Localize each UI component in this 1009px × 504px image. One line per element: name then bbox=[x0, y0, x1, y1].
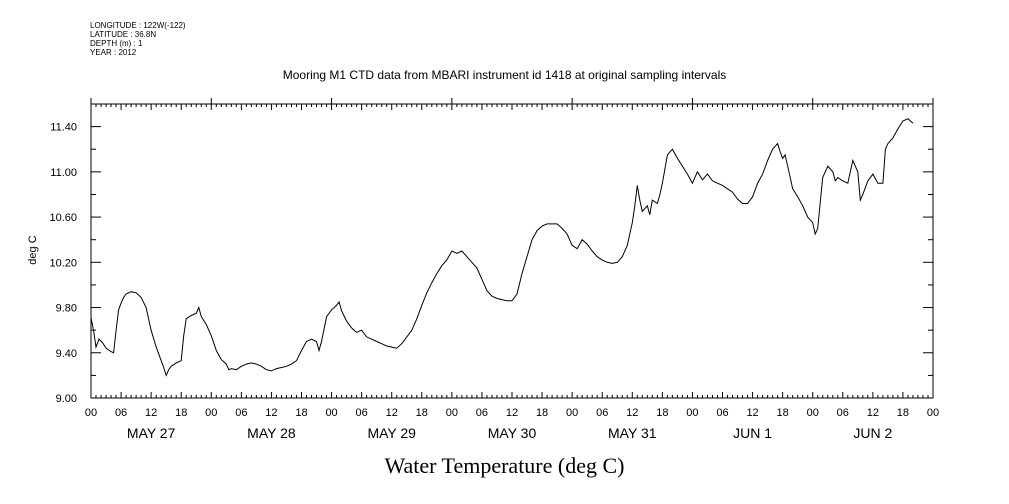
x-hour-tick-label: 00 bbox=[325, 407, 337, 419]
x-day-label: JUN 1 bbox=[733, 425, 772, 441]
y-tick-label: 9.00 bbox=[56, 393, 77, 405]
x-day-label: MAY 28 bbox=[247, 425, 296, 441]
y-tick-label: 9.40 bbox=[56, 348, 77, 360]
x-day-label: MAY 27 bbox=[127, 425, 176, 441]
y-axis-label: deg C bbox=[27, 235, 39, 264]
x-hour-tick-label: 06 bbox=[716, 407, 728, 419]
longitude-label: LONGITUDE : 122W(-122) bbox=[90, 21, 186, 30]
year-label: YEAR : 2012 bbox=[90, 48, 137, 57]
x-axis-title: Water Temperature (deg C) bbox=[384, 453, 625, 478]
x-hour-tick-label: 18 bbox=[777, 407, 789, 419]
x-hour-tick-label: 06 bbox=[837, 407, 849, 419]
x-hour-tick-label: 00 bbox=[446, 407, 458, 419]
x-hour-tick-label: 00 bbox=[686, 407, 698, 419]
x-hour-tick-label: 12 bbox=[265, 407, 277, 419]
x-hour-tick-label: 12 bbox=[746, 407, 758, 419]
x-hour-tick-label: 18 bbox=[897, 407, 909, 419]
x-hour-tick-label: 06 bbox=[476, 407, 488, 419]
x-hour-tick-label: 06 bbox=[115, 407, 127, 419]
x-day-label: JUN 2 bbox=[853, 425, 892, 441]
metadata-block: LONGITUDE : 122W(-122) LATITUDE : 36.8N … bbox=[90, 21, 186, 57]
x-day-label: MAY 31 bbox=[608, 425, 657, 441]
x-hour-tick-label: 12 bbox=[386, 407, 398, 419]
x-hour-tick-label: 12 bbox=[145, 407, 157, 419]
x-hour-tick-label: 18 bbox=[536, 407, 548, 419]
x-day-label: MAY 29 bbox=[367, 425, 416, 441]
y-tick-label: 11.00 bbox=[50, 167, 77, 179]
x-hour-tick-label: 06 bbox=[356, 407, 368, 419]
y-tick-label: 10.60 bbox=[49, 212, 77, 224]
chart-title: Mooring M1 CTD data from MBARI instrumen… bbox=[282, 68, 727, 82]
x-hour-tick-label: 12 bbox=[626, 407, 638, 419]
plot-frame bbox=[90, 103, 934, 399]
x-hour-tick-label: 00 bbox=[85, 407, 97, 419]
x-hour-tick-label: 18 bbox=[175, 407, 187, 419]
x-hour-tick-label: 18 bbox=[416, 407, 428, 419]
latitude-label: LATITUDE : 36.8N bbox=[90, 30, 157, 39]
x-hour-tick-label: 12 bbox=[506, 407, 518, 419]
x-hour-tick-label: 12 bbox=[867, 407, 879, 419]
x-hour-tick-label: 00 bbox=[927, 407, 939, 419]
x-day-label: MAY 30 bbox=[488, 425, 537, 441]
x-hour-tick-label: 18 bbox=[656, 407, 668, 419]
x-hour-tick-label: 00 bbox=[566, 407, 578, 419]
y-tick-label: 11.40 bbox=[50, 122, 77, 134]
x-hour-tick-label: 00 bbox=[807, 407, 819, 419]
temperature-series-line bbox=[90, 118, 914, 377]
x-hour-tick-label: 00 bbox=[205, 407, 217, 419]
depth-label: DEPTH (m) : 1 bbox=[90, 39, 143, 48]
x-hour-tick-label: 18 bbox=[295, 407, 307, 419]
x-hour-tick-label: 06 bbox=[596, 407, 608, 419]
x-hour-tick-label: 06 bbox=[235, 407, 247, 419]
y-tick-label: 10.20 bbox=[49, 257, 77, 269]
y-tick-label: 9.80 bbox=[56, 303, 77, 315]
